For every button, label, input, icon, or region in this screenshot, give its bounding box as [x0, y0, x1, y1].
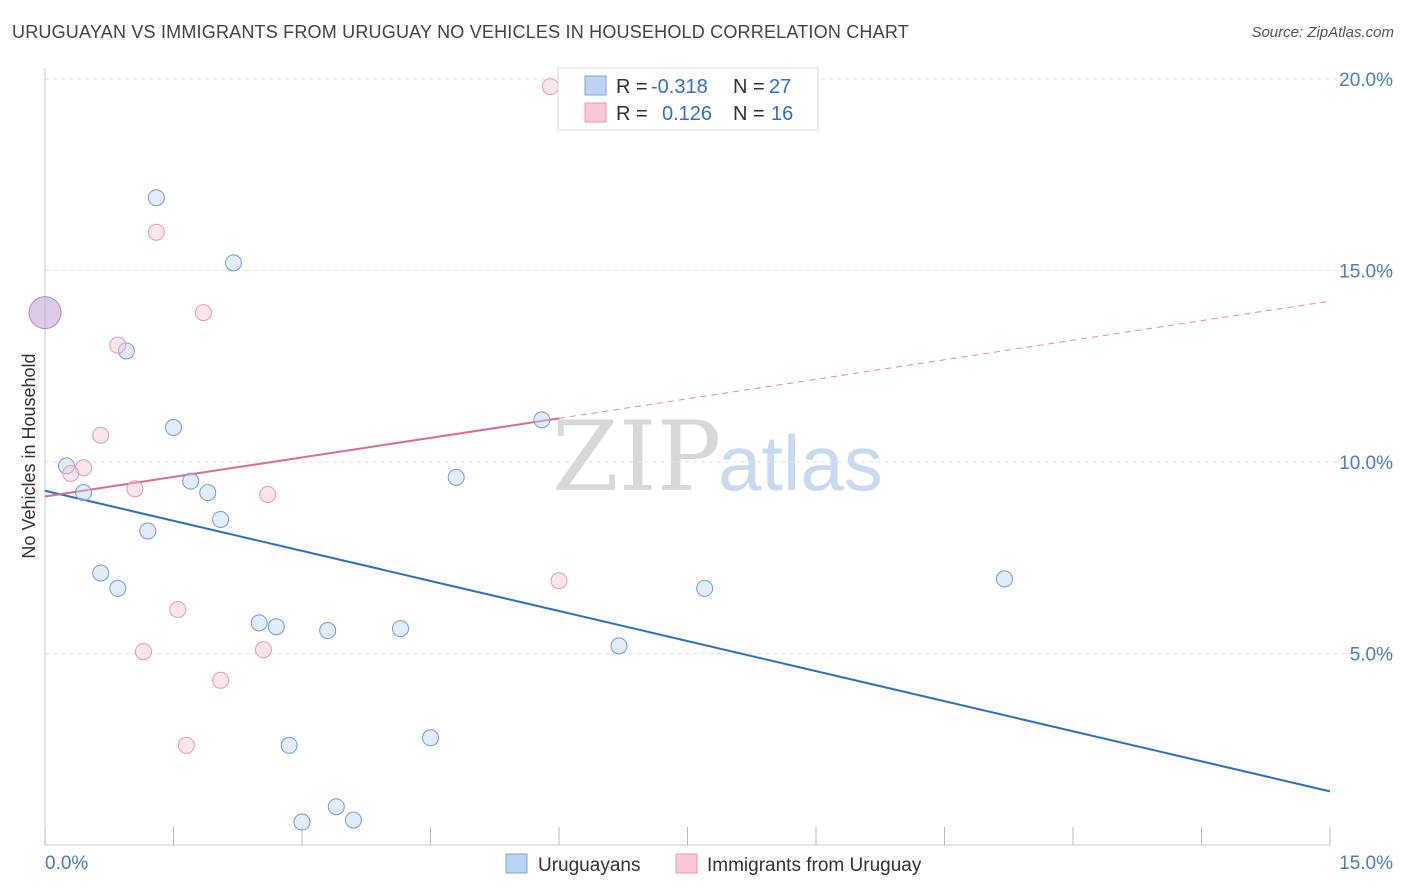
uruguayans-point-16	[533, 411, 551, 429]
bottom-legend: Uruguayans Immigrants from Uruguay	[505, 853, 922, 876]
bottom-legend-immigrants: Immigrants from Uruguay	[707, 855, 922, 876]
immigrants-point-2	[194, 304, 212, 322]
y-tick-label-15: 15.0%	[1339, 262, 1393, 283]
uruguayans-point-9	[139, 522, 157, 540]
legend-swatch-immigrants	[584, 102, 607, 123]
bottom-legend-uruguayans: Uruguayans	[538, 855, 640, 876]
uruguayans-point-4	[57, 457, 75, 475]
chart-source: Source: ZipAtlas.com	[1251, 24, 1394, 41]
immigrants-point-11	[135, 643, 153, 661]
uruguayans-point-17	[447, 468, 465, 486]
uruguayans-point-12	[250, 614, 268, 632]
watermark-atlas: atlas	[718, 419, 883, 507]
legend-r-label-2: R =	[616, 103, 648, 125]
immigrants-point-10	[169, 600, 187, 618]
immigrants-point-0	[541, 78, 559, 96]
uruguayans-point-26	[28, 296, 62, 330]
chart-title: URUGUAYAN VS IMMIGRANTS FROM URUGUAY NO …	[12, 22, 909, 42]
uruguayans-point-11	[109, 579, 127, 597]
uruguayans-point-5	[75, 484, 93, 502]
legend-swatch-uruguayans	[584, 75, 607, 96]
uruguayans-point-1	[224, 254, 242, 272]
y-tick-label-10: 10.0%	[1339, 453, 1393, 474]
immigrants-point-8	[259, 486, 277, 504]
y-tick-labels: 5.0% 10.0% 15.0% 20.0%	[1339, 70, 1393, 666]
immigrants-point-9	[550, 572, 568, 590]
immigrants-point-14	[177, 736, 195, 754]
gridlines	[45, 78, 1395, 654]
uruguayans-point-0	[147, 189, 165, 207]
uruguayans-point-8	[212, 510, 230, 528]
uruguayans-point-25	[344, 811, 362, 829]
axes	[44, 68, 1331, 846]
y-tick-label-5: 5.0%	[1350, 645, 1393, 666]
bottom-legend-swatch-uruguayans	[505, 853, 528, 874]
trend-line-uruguayans	[44, 489, 1331, 793]
immigrants-point-12	[254, 641, 272, 659]
x-tick-label-min: 0.0%	[45, 853, 88, 874]
uruguayans-point-18	[610, 637, 628, 655]
uruguayans-point-13	[267, 618, 285, 636]
correlation-legend: R = -0.318 N = 27 R = 0.126 N = 16	[557, 67, 819, 131]
legend-r-value-2: 0.126	[662, 103, 712, 125]
uruguayans-point-7	[199, 484, 217, 502]
legend-n-value-2: 16	[771, 103, 793, 125]
uruguayans-point-2	[117, 342, 135, 360]
immigrants-point-1	[147, 223, 165, 241]
uruguayans-point-20	[995, 570, 1013, 588]
uruguayans-point-10	[92, 564, 110, 582]
x-tick-label-max: 15.0%	[1339, 853, 1393, 874]
immigrants-point-13	[212, 671, 230, 689]
legend-n-label-2: N =	[733, 103, 765, 125]
uruguayans-point-3	[165, 419, 182, 437]
x-tick-labels: 0.0% 15.0%	[45, 853, 1393, 874]
immigrants-point-4	[92, 426, 110, 444]
legend-r-label-1: R =	[616, 76, 648, 98]
trend-line-immigrants	[44, 417, 560, 498]
uruguayans-point-21	[280, 736, 298, 754]
uruguayans-point-22	[422, 729, 439, 747]
bottom-legend-swatch-immigrants	[675, 853, 698, 874]
trend-line-immigrants-extension	[558, 300, 1331, 419]
uruguayans-point-23	[327, 798, 345, 816]
uruguayans-point-15	[392, 620, 410, 638]
data-points	[28, 78, 1013, 831]
immigrants-point-3	[109, 336, 127, 354]
immigrants-point-7	[126, 480, 144, 498]
y-tick-label-20: 20.0%	[1339, 70, 1393, 91]
legend-n-label-1: N =	[733, 76, 765, 98]
watermark-zip: ZIP	[552, 401, 721, 513]
trend-lines	[44, 300, 1331, 793]
y-axis-label: No Vehicles in Household	[19, 353, 39, 558]
uruguayans-point-24	[293, 813, 311, 831]
uruguayans-point-19	[696, 579, 714, 597]
uruguayans-point-14	[319, 622, 337, 640]
legend-n-value-1: 27	[769, 76, 791, 98]
watermark: ZIP atlas	[552, 401, 883, 513]
legend-r-value-1: -0.318	[651, 76, 708, 98]
immigrants-point-6	[62, 464, 80, 482]
uruguayans-point-6	[182, 472, 200, 490]
